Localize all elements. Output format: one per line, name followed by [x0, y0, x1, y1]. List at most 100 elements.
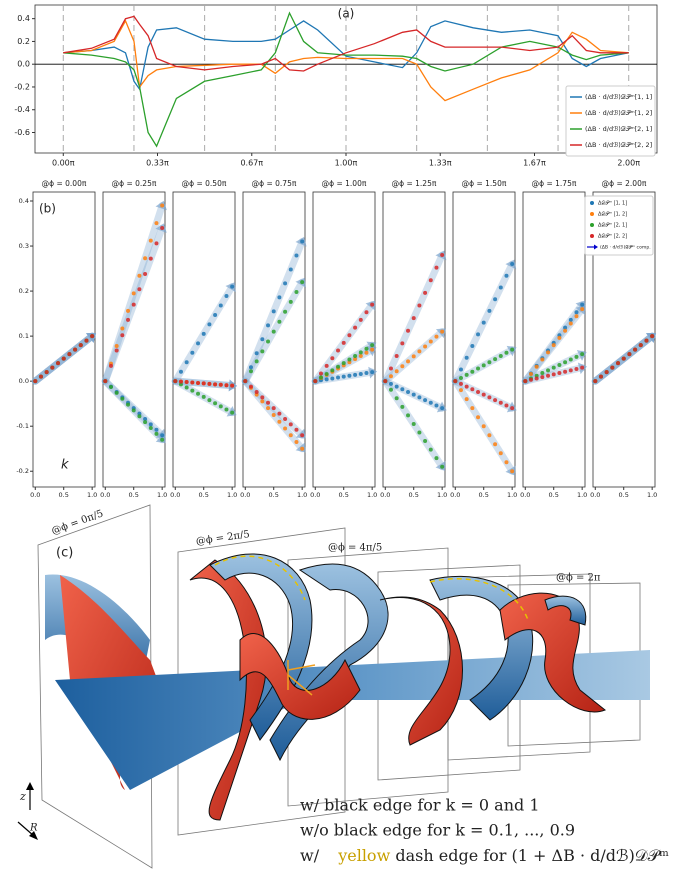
point: [487, 395, 492, 400]
point: [464, 355, 469, 360]
point: [453, 379, 458, 384]
point: [370, 347, 375, 352]
point: [260, 395, 265, 400]
point: [67, 352, 72, 357]
legend-label: (ΔB · d/dℬ)𝒟𝒫ᵐ[2, 2]: [585, 141, 652, 149]
point: [394, 384, 399, 389]
point: [33, 379, 38, 384]
x-tick-label: 1.67π: [523, 159, 546, 168]
point: [336, 348, 341, 353]
point: [470, 369, 475, 374]
point: [353, 372, 358, 377]
yellow-edge: [214, 555, 306, 601]
x-tick-label: 1.33π: [429, 159, 452, 168]
point: [540, 371, 545, 376]
plot-frame: [102, 191, 166, 488]
point: [353, 357, 358, 362]
legend-label: Δ𝒟𝒫ᵐ [2, 1]: [598, 223, 627, 229]
note-rest: dash edge for (1 + ΔB · d/dℬ)𝒟𝒫ᵐ: [395, 846, 669, 865]
point: [470, 387, 475, 392]
slice-plane: [37, 504, 153, 869]
point: [288, 299, 293, 304]
point: [487, 308, 492, 313]
point: [633, 347, 638, 352]
point: [248, 384, 253, 389]
legend-arrow-head: [594, 244, 598, 250]
point: [353, 325, 358, 330]
point: [574, 367, 579, 371]
x-tick-label: 0.5: [339, 491, 349, 499]
legend-swatch: [590, 234, 594, 238]
point: [38, 374, 43, 379]
point: [493, 442, 498, 447]
y-tick-label: 0.1: [19, 332, 29, 340]
point: [120, 333, 125, 338]
point: [347, 373, 352, 378]
point: [563, 328, 568, 333]
point: [347, 333, 352, 338]
x-tick-label: 1.0: [157, 491, 167, 499]
panel-label: (a): [338, 7, 355, 21]
point: [143, 420, 148, 425]
point: [470, 344, 475, 349]
legend-box: [565, 85, 656, 157]
point: [406, 359, 411, 364]
point: [294, 289, 299, 294]
series-line: [63, 15, 629, 72]
point: [126, 308, 131, 313]
point: [103, 379, 108, 384]
point: [406, 328, 411, 333]
legend-box: [584, 195, 654, 256]
point: [254, 359, 259, 364]
point: [300, 433, 305, 438]
point: [160, 203, 165, 208]
point: [440, 253, 445, 258]
point: [417, 430, 422, 435]
point: [434, 403, 439, 408]
subplot-title: @ϕ = 2.00π: [602, 179, 647, 188]
note-highlight: yellow: [337, 846, 390, 865]
point: [230, 383, 235, 388]
series-line: [63, 11, 629, 148]
plot-frame: [312, 191, 376, 488]
point: [481, 424, 486, 429]
point: [341, 340, 346, 345]
series-line: [63, 19, 629, 102]
point: [277, 295, 282, 300]
x-tick-label: 0.5: [549, 491, 559, 499]
point: [476, 366, 481, 371]
panel-label: (b): [39, 202, 56, 216]
subplot-title: @ϕ = 0.75π: [252, 179, 297, 188]
point: [131, 291, 136, 296]
point: [574, 354, 579, 359]
point: [493, 357, 498, 362]
point: [288, 422, 293, 427]
point: [481, 363, 486, 368]
point: [160, 433, 165, 438]
point: [563, 360, 568, 365]
point: [574, 314, 579, 319]
point: [277, 319, 282, 324]
point: [300, 239, 305, 244]
point: [143, 256, 148, 261]
legend-label: Δ𝒟𝒫ᵐ [1, 1]: [598, 201, 627, 207]
point: [388, 374, 393, 379]
point: [300, 446, 305, 451]
point: [266, 406, 271, 411]
point: [616, 361, 621, 366]
point: [593, 379, 598, 384]
x-tick-label: 0.5: [59, 491, 69, 499]
point: [406, 413, 411, 418]
point: [201, 331, 206, 336]
point: [364, 371, 369, 376]
point: [610, 365, 615, 370]
legend-swatch: [590, 212, 594, 216]
plot-frame: [382, 191, 446, 488]
point: [394, 353, 399, 358]
note: w/ yellow dash edge for (1 + ΔB · d/dℬ)𝒟…: [300, 846, 669, 865]
point: [248, 365, 253, 370]
y-tick-label: 0.0: [17, 60, 30, 69]
slice-label: @ϕ = 0π/5: [50, 508, 105, 537]
point: [498, 451, 503, 456]
